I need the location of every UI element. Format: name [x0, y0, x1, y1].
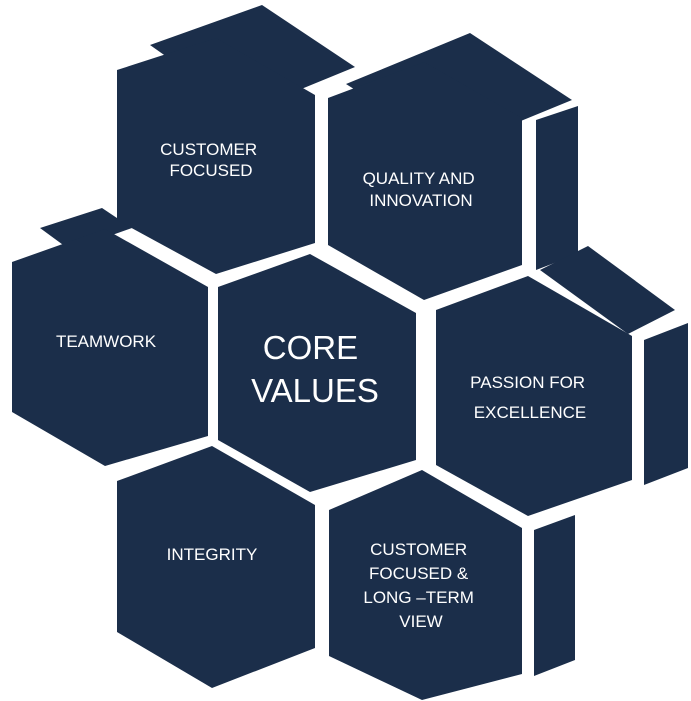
label-quality-and-innovation: QUALITY AND INNOVATION — [363, 169, 480, 210]
label-line: CUSTOMER — [370, 540, 467, 559]
label-passion-for-excellence: PASSION FOR EXCELLENCE — [470, 373, 590, 422]
hexagon-faces — [12, 38, 632, 700]
center-label-line: VALUES — [251, 372, 379, 409]
hexagon-customer-focused — [117, 38, 315, 274]
label-line: INTEGRITY — [167, 545, 258, 564]
label-line: FOCUSED & — [369, 564, 469, 583]
label-teamwork: TEAMWORK — [56, 332, 157, 351]
label-line: FOCUSED — [169, 161, 252, 180]
side-panel-passion-right — [644, 323, 688, 485]
label-line: LONG –TERM — [363, 588, 474, 607]
label-core-values: CORE VALUES — [251, 329, 379, 409]
label-customer-focused-long-term-view: CUSTOMER FOCUSED & LONG –TERM VIEW — [363, 540, 478, 631]
hexagon-passion-for-excellence — [436, 276, 632, 516]
label-integrity: INTEGRITY — [167, 545, 258, 564]
label-customer-focused: CUSTOMER FOCUSED — [160, 140, 262, 180]
hexagon-teamwork — [12, 229, 208, 466]
hexagon-integrity — [117, 446, 315, 688]
hexagon-core-values — [218, 254, 416, 492]
side-panel-long-term-right — [534, 515, 575, 676]
side-panel-quality-right — [536, 106, 578, 270]
label-line: INNOVATION — [369, 191, 472, 210]
label-line: VIEW — [399, 612, 442, 631]
hexagon-customer-focused-long-term-view — [329, 470, 522, 700]
label-line: TEAMWORK — [56, 332, 157, 351]
hexagon-labels: CUSTOMER FOCUSED QUALITY AND INNOVATION … — [56, 140, 590, 631]
label-line: QUALITY AND — [363, 169, 475, 188]
side-panel-passion-top — [540, 246, 675, 334]
hexagon-quality-and-innovation — [328, 62, 522, 300]
label-line: EXCELLENCE — [474, 403, 586, 422]
center-label-line: CORE — [263, 329, 358, 366]
label-line: CUSTOMER — [160, 140, 257, 159]
side-panel-teamwork-top — [40, 208, 132, 250]
label-line: PASSION FOR — [470, 373, 585, 392]
side-panel-customer-focused-top — [150, 5, 355, 112]
